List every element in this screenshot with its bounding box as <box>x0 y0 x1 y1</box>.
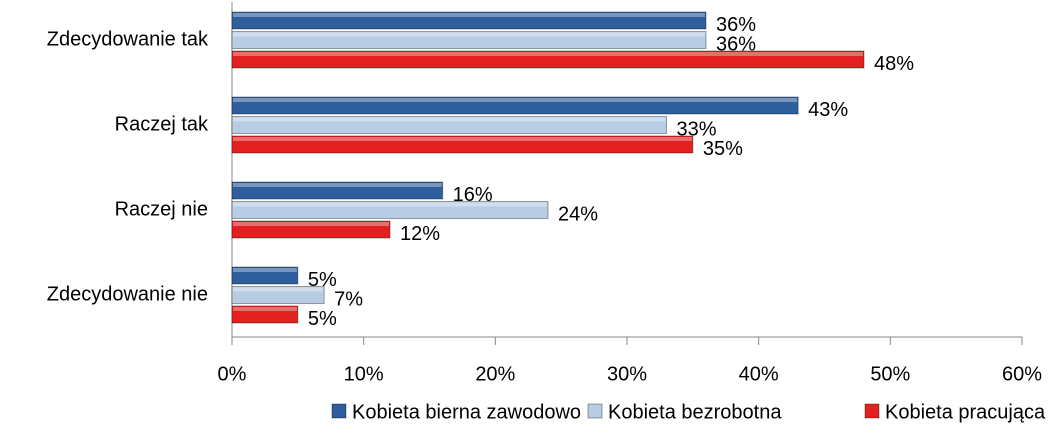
category-label: Raczej nie <box>115 198 208 220</box>
bar <box>231 11 707 30</box>
legend-label: Kobieta bierna zawodowo <box>352 401 581 423</box>
bar <box>231 305 299 324</box>
bar <box>231 96 799 115</box>
bar <box>231 135 694 154</box>
bar-highlight <box>233 183 442 187</box>
bar <box>231 266 299 285</box>
bar <box>231 181 444 200</box>
data-label: 24% <box>558 203 598 225</box>
bar <box>231 286 325 304</box>
bar-highlight <box>233 202 547 207</box>
x-tick-label: 50% <box>870 363 910 385</box>
data-label: 12% <box>400 223 440 245</box>
x-tick-label: 30% <box>607 363 647 385</box>
data-label: 36% <box>716 14 756 36</box>
data-label: 43% <box>808 99 848 121</box>
x-tick-label: 10% <box>344 363 384 385</box>
data-label: 35% <box>703 138 743 160</box>
x-tick-label: 20% <box>475 363 515 385</box>
x-tick-label: 60% <box>1002 363 1042 385</box>
legend-swatch <box>587 403 603 419</box>
category-label: Zdecydowanie nie <box>47 283 208 305</box>
legend-label: Kobieta pracująca <box>885 401 1046 423</box>
data-label: 48% <box>874 53 914 75</box>
bar-highlight <box>233 137 692 141</box>
x-tick-label: 0% <box>218 363 247 385</box>
x-tick-label: 40% <box>739 363 779 385</box>
data-label: 5% <box>308 269 337 291</box>
bar <box>231 116 667 134</box>
bar-highlight <box>233 287 324 292</box>
data-label: 7% <box>334 288 363 310</box>
bar-highlight <box>233 222 389 226</box>
bar-highlight <box>233 117 666 122</box>
bar <box>231 201 549 219</box>
bar <box>231 220 391 239</box>
bar-highlight <box>233 268 297 272</box>
legend-label: Kobieta bezrobotna <box>608 401 782 423</box>
category-label: Raczej tak <box>115 113 209 135</box>
data-label: 16% <box>453 184 493 206</box>
data-label: 33% <box>677 118 717 140</box>
category-label: Zdecydowanie tak <box>47 28 209 50</box>
bar-highlight <box>233 52 863 56</box>
legend-swatch <box>331 403 347 419</box>
bar-highlight <box>233 32 705 37</box>
data-label: 36% <box>716 33 756 55</box>
bar-highlight <box>233 98 798 102</box>
legend-swatch <box>864 403 880 419</box>
bar-highlight <box>233 13 705 17</box>
bar-highlight <box>233 307 297 311</box>
bar <box>231 31 707 49</box>
bar <box>231 50 865 69</box>
data-label: 5% <box>308 308 337 330</box>
